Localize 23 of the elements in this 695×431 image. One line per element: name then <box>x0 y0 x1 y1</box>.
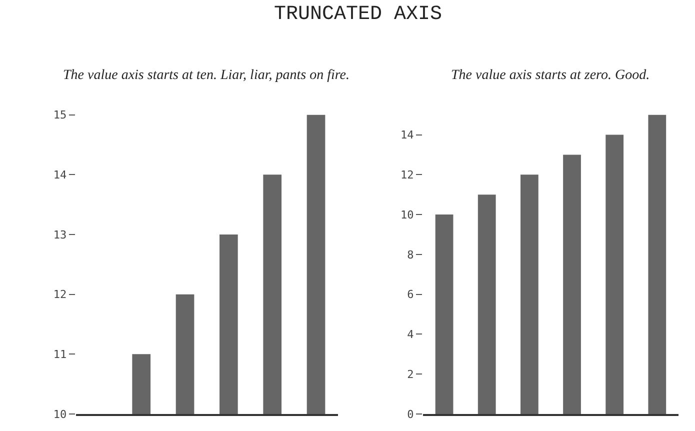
y-tick-label: 14 <box>53 168 68 182</box>
y-tick-label: 14 <box>400 128 414 142</box>
bar <box>648 114 666 414</box>
chart-subtitle: The value axis starts at zero. Good. <box>451 68 650 83</box>
y-tick-label: 0 <box>407 408 414 421</box>
y-tick-label: 11 <box>53 348 67 362</box>
bar <box>563 154 581 414</box>
y-tick-label: 12 <box>400 168 414 182</box>
y-tick-label: 10 <box>53 408 67 421</box>
chart-subtitle: The value axis starts at ten. Liar, liar, pants on fire. <box>63 68 350 83</box>
bar <box>478 194 496 414</box>
y-tick-label: 2 <box>407 368 414 381</box>
y-tick-label: 8 <box>407 248 414 262</box>
y-tick-label: 4 <box>407 328 414 342</box>
bar <box>520 174 538 414</box>
y-tick-label: 13 <box>53 228 67 242</box>
chart-title: TRUNCATED AXIS <box>274 3 442 26</box>
y-tick-label: 10 <box>400 208 414 222</box>
y-tick-label: 6 <box>407 288 414 302</box>
y-tick-label: 15 <box>53 108 67 122</box>
y-tick-label: 12 <box>53 288 67 302</box>
bar <box>606 134 624 414</box>
bar <box>435 214 454 414</box>
